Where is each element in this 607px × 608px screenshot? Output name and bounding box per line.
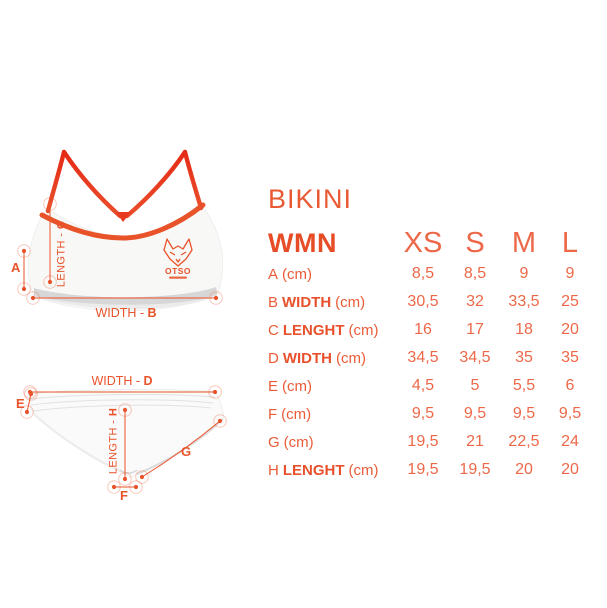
otso-logo-text: OTSO: [165, 266, 191, 276]
cell-e-m: 5,5: [512, 377, 536, 394]
label-f: F: [120, 488, 128, 503]
width-b-prefix: WIDTH -: [95, 305, 148, 320]
cell-h-l: 20: [561, 461, 579, 478]
column-header-l: L: [561, 226, 579, 259]
cell-h-m: 20: [515, 461, 533, 478]
row-unit: (cm): [282, 377, 313, 395]
cell-h-s: 19,5: [459, 461, 491, 478]
length-h-prefix: LENGTH -: [107, 416, 120, 475]
cell-a-l: 9: [565, 265, 575, 282]
otso-fox-logo: OTSO: [163, 238, 193, 279]
column-header-wmn: WMN: [268, 227, 337, 258]
label-length-c: LENGTH - C: [55, 220, 68, 288]
row-word: WIDTH: [282, 293, 332, 311]
cell-d-m: 35: [515, 349, 533, 366]
row-letter: A: [268, 265, 279, 283]
cell-f-m: 9,5: [512, 405, 536, 422]
row-letter: C: [268, 321, 279, 339]
table-title: BIKINI: [268, 184, 353, 214]
row-word: LENGHT: [282, 321, 345, 339]
length-c-prefix: LENGTH -: [55, 229, 68, 288]
cell-b-l: 25: [561, 293, 579, 310]
label-g: G: [181, 444, 192, 459]
row-label-c: C LENGHT (cm): [268, 316, 396, 344]
row-letter: E: [268, 377, 279, 395]
measurement-lines-bottom: [26, 391, 221, 488]
column-header-s: S: [465, 226, 485, 259]
cell-d-xs: 34,5: [407, 349, 439, 366]
cell-d-s: 34,5: [459, 349, 491, 366]
cell-a-s: 8,5: [463, 265, 487, 282]
cell-b-s: 32: [466, 293, 484, 310]
row-letter: G: [268, 433, 280, 451]
label-e: E: [16, 396, 25, 411]
size-grid: WMN XS S M L A (cm) 8,5 8,5 9 9 B WIDTH (cm…: [268, 226, 604, 484]
width-b-letter: B: [147, 305, 157, 320]
row-unit: (cm): [281, 405, 312, 423]
label-width-b: WIDTH - B: [95, 307, 156, 320]
cell-a-xs: 8,5: [411, 265, 435, 282]
cell-g-m: 22,5: [508, 433, 540, 450]
cell-b-m: 33,5: [508, 293, 540, 310]
label-a: A: [11, 260, 21, 275]
row-label-b: B WIDTH (cm): [268, 288, 396, 316]
bikini-illustration: OTSO: [17, 149, 227, 494]
length-h-letter: H: [107, 407, 120, 417]
cell-b-xs: 30,5: [407, 293, 439, 310]
row-unit: (cm): [282, 265, 313, 283]
row-word: LENGHT: [282, 461, 345, 479]
row-label-h: H LENGHT (cm): [268, 456, 396, 484]
row-unit: (cm): [348, 461, 379, 479]
cell-e-l: 6: [565, 377, 575, 394]
cell-c-xs: 16: [414, 321, 432, 338]
cell-g-s: 21: [466, 433, 484, 450]
row-letter: H: [268, 461, 279, 479]
cell-c-l: 20: [561, 321, 579, 338]
row-label-f: F (cm): [268, 400, 396, 428]
row-letter: F: [268, 405, 278, 423]
row-letter: D: [268, 349, 279, 367]
cell-f-l: 9,5: [558, 405, 582, 422]
row-label-g: G (cm): [268, 428, 396, 456]
length-c-letter: C: [55, 220, 68, 230]
row-unit: (cm): [283, 433, 314, 451]
column-header-xs: XS: [403, 226, 443, 259]
width-d-prefix: WIDTH -: [91, 373, 144, 388]
row-label-d: D WIDTH (cm): [268, 344, 396, 372]
cell-h-xs: 19,5: [407, 461, 439, 478]
row-label-e: E (cm): [268, 372, 396, 400]
row-unit: (cm): [335, 293, 366, 311]
row-label-a: A (cm): [268, 260, 396, 288]
row-unit: (cm): [336, 349, 366, 367]
logo-tagline-mark: [169, 276, 187, 279]
cell-c-m: 18: [515, 321, 533, 338]
column-header-m: M: [511, 226, 537, 259]
cell-c-s: 17: [466, 321, 484, 338]
cell-e-xs: 4,5: [411, 377, 435, 394]
bikini-bottom-drawing: [20, 385, 227, 494]
cell-e-s: 5: [470, 377, 480, 394]
bikini-top-drawing: OTSO: [17, 149, 223, 312]
cell-a-m: 9: [519, 265, 529, 282]
row-word: WIDTH: [282, 349, 332, 367]
cell-g-l: 24: [561, 433, 579, 450]
cell-g-xs: 19,5: [407, 433, 439, 450]
width-d-letter: D: [143, 373, 153, 388]
label-length-h: LENGTH - H: [107, 407, 120, 475]
cell-d-l: 35: [561, 349, 579, 366]
row-letter: B: [268, 293, 279, 311]
cell-f-s: 9,5: [463, 405, 487, 422]
row-unit: (cm): [348, 321, 379, 339]
label-width-d: WIDTH - D: [91, 375, 152, 388]
cell-f-xs: 9,5: [411, 405, 435, 422]
